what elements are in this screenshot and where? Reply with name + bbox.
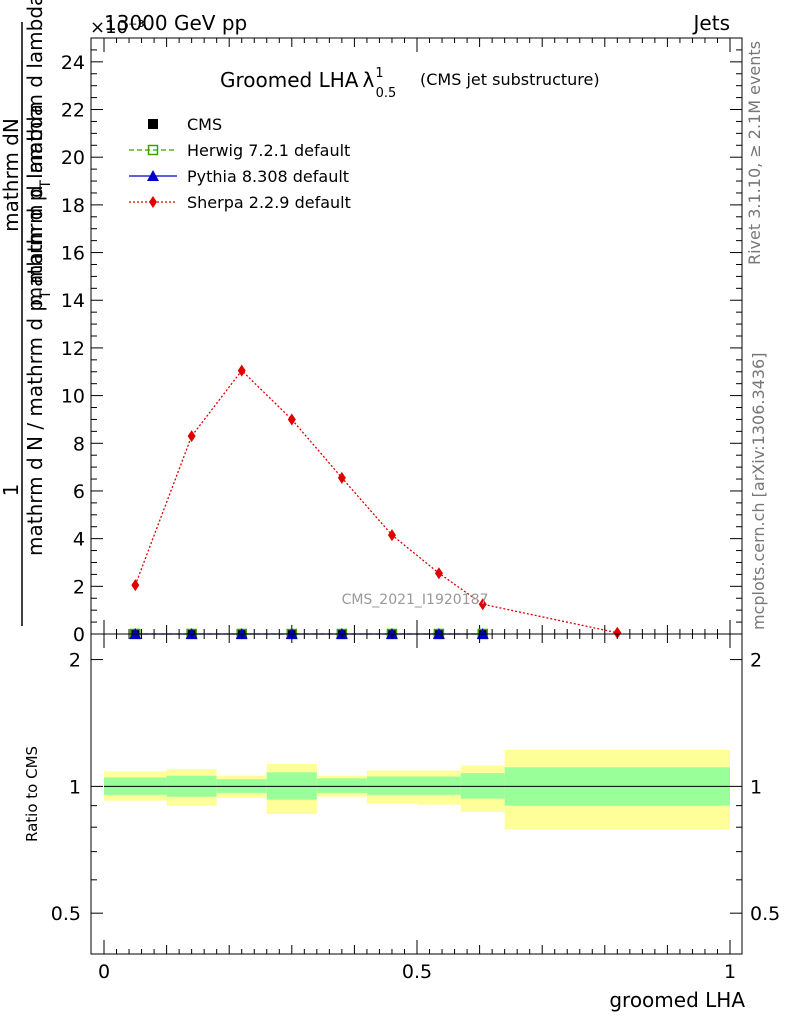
header-right-title: Jets <box>692 11 730 35</box>
ratio-x-tick-label: 0 <box>98 961 110 983</box>
main-y-tick-label: 6 <box>73 481 85 503</box>
main-y-tick-label: 22 <box>61 100 85 122</box>
ratio-y-tick-label: 2 <box>69 650 81 672</box>
legend-marker-1 <box>147 144 159 156</box>
legend-label-0: CMS <box>187 115 222 134</box>
main-y-tick-label: 12 <box>61 338 85 360</box>
series-point-3 <box>187 430 196 443</box>
legend-label-1: Herwig 7.2.1 default <box>187 141 350 160</box>
main-y-tick-label: 10 <box>61 386 85 408</box>
series-point-3 <box>131 579 140 592</box>
series-point-3 <box>478 598 487 611</box>
x-axis-label: groomed LHA <box>609 988 745 1012</box>
ratio-bands-layer <box>104 749 730 830</box>
ratio-inner-band <box>417 776 461 795</box>
chart-title-group: Groomed LHA λ1 0.5 (CMS jet substructure) <box>220 66 600 101</box>
main-y-tick-label: 18 <box>61 195 85 217</box>
series-point-3 <box>613 626 622 639</box>
y-label-frac-top: mathrm dN <box>0 118 23 232</box>
ratio-x-tick-label: 0.5 <box>402 961 432 983</box>
ratio-y-tick-label-right: 1 <box>750 776 762 798</box>
series-point-3 <box>387 529 396 542</box>
main-y-tick-label: 24 <box>61 52 85 74</box>
legend-marker-0 <box>148 119 158 129</box>
main-y-tick-label: 2 <box>73 576 85 598</box>
main-y-tick-label: 16 <box>61 243 85 265</box>
ratio-y-tick-label-right: 2 <box>750 650 762 672</box>
chart-title: Groomed LHA λ1 0.5 <box>220 66 396 101</box>
main-y-tick-label: 8 <box>73 433 85 455</box>
ratio-y-ticks: 0.5 0.5 1 1 2 2 <box>51 650 780 926</box>
ratio-y-tick-label: 0.5 <box>51 903 81 925</box>
series-point-3 <box>237 364 246 377</box>
ratio-y-axis-label: Ratio to CMS <box>23 746 41 842</box>
y-exponent-label: ×10⁻³ <box>90 17 145 38</box>
rivet-label: Rivet 3.1.10, ≥ 2.1M events <box>745 41 764 265</box>
ratio-x-ticks: 0 0.5 1 <box>98 634 736 983</box>
y-label-denominator: mathrm d N / mathrm d pT mathrm d lambda <box>23 104 54 556</box>
main-y-tick-label: 20 <box>61 147 85 169</box>
series-point-3 <box>434 567 443 580</box>
ratio-inner-band <box>366 776 417 795</box>
main-y-tick-label: 0 <box>73 624 85 646</box>
legend-marker-2 <box>147 170 159 181</box>
y-label-numerator: 1 <box>0 484 23 497</box>
main-y-tick-label: 4 <box>73 529 85 551</box>
main-y-tick-label: 14 <box>61 290 85 312</box>
ratio-y-tick-label: 1 <box>69 776 81 798</box>
ratio-x-tick-label: 1 <box>724 961 736 983</box>
legend: CMS Herwig 7.2.1 default Pythia 8.308 defa… <box>129 115 351 212</box>
legend-marker-3 <box>149 196 157 208</box>
main-y-axis-label: 1 mathrm d N / mathrm d pT mathrm d lamb… <box>0 0 54 626</box>
mcplots-label: mcplots.cern.ch [arXiv:1306.3436] <box>749 353 768 630</box>
y-label-frac-bottom: mathrm d pT mathrm d lambda <box>23 0 54 306</box>
legend-label-2: Pythia 8.308 default <box>187 167 349 186</box>
main-x-ticks <box>103 38 731 634</box>
chart-subtitle: (CMS jet substructure) <box>420 70 600 89</box>
ratio-y-tick-label-right: 0.5 <box>750 903 780 925</box>
legend-label-3: Sherpa 2.2.9 default <box>187 193 351 212</box>
series-point-3 <box>287 413 296 426</box>
header-left-title: 13000 GeV pp <box>104 11 247 35</box>
series-point-3 <box>337 471 346 484</box>
ratio-panel: 0.5 0.51 12 2 0 0.5 1 <box>51 633 780 983</box>
ratio-inner-band <box>316 778 367 793</box>
watermark-label: CMS_2021_I1920187 <box>342 592 489 608</box>
